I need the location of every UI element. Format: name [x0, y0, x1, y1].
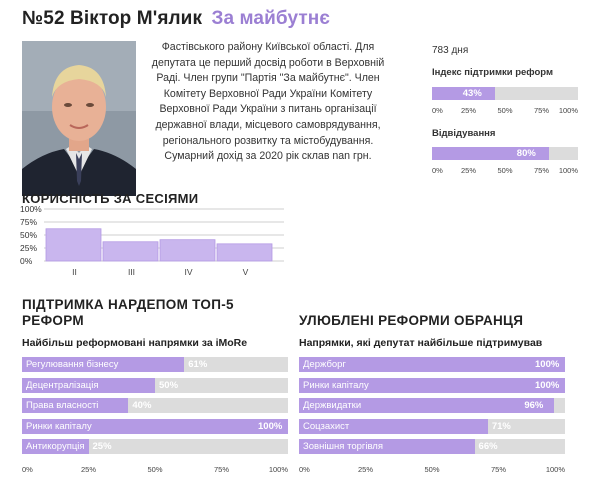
reform-bar-row: Держборг 100%	[299, 357, 565, 372]
reform-bar-fill	[22, 439, 89, 454]
party-name[interactable]: За майбутнє	[211, 8, 330, 29]
reform-name: Зовнішня торгівля	[303, 441, 383, 452]
tick-label: 0%	[432, 106, 443, 115]
support-index-ticks: 0% 25% 50% 75% 100%	[432, 106, 580, 116]
reform-name: Ринки капіталу	[303, 379, 369, 391]
reform-bar-row: Ринки капіталу 100%	[22, 418, 288, 434]
reform-bar-row: Зовнішня торгівля 66%	[299, 439, 565, 454]
support-index-value: 43%	[462, 88, 482, 99]
reform-percent: 96%	[524, 400, 544, 411]
reform-percent: 100%	[535, 379, 560, 391]
session-bar	[159, 239, 216, 262]
attendance-fill	[432, 147, 549, 160]
deputy-number: №52	[22, 8, 65, 29]
reform-bar-row: Права власності 40%	[22, 398, 288, 413]
session-bar	[102, 241, 159, 262]
support-index-bar: 43%	[432, 87, 578, 100]
attendance-value: 80%	[516, 148, 536, 159]
y-tick-label: 50%	[20, 230, 37, 240]
top5-title: ПІДТРИМКА НАРДЕПОМ ТОП-5 РЕФОРМ	[22, 297, 234, 328]
favorites-title: УЛЮБЛЕНІ РЕФОРМИ ОБРАНЦЯ	[299, 313, 524, 328]
y-tick-label: 75%	[20, 217, 37, 227]
reform-bar-row: Децентралізація 50%	[22, 377, 288, 393]
tick-label: 0%	[432, 166, 443, 175]
reform-name: Антикорупція	[26, 441, 85, 452]
reform-bar-fill	[22, 398, 129, 413]
y-tick-label: 25%	[20, 243, 37, 253]
reform-bar-row: Антикорупція 25%	[22, 439, 288, 454]
favorites-ticks: 0% 25% 50% 75% 100%	[299, 465, 565, 475]
tick-label: 50%	[497, 166, 513, 175]
tick-label: 75%	[533, 166, 550, 175]
reform-bar-fill	[22, 377, 155, 393]
reform-name: Держвидатки	[303, 400, 362, 411]
reform-bar-fill	[299, 357, 565, 372]
session-bar	[216, 243, 273, 262]
tick-label: 50%	[147, 464, 163, 474]
page-title: №52 Віктор М'ялик За майбутнє	[22, 8, 330, 30]
reform-percent: 50%	[159, 379, 179, 391]
top5-subtitle: Найбільш реформовані напрямки за iMoRe	[22, 337, 248, 349]
tick-label: 75%	[490, 464, 507, 474]
tick-label: 100%	[558, 106, 578, 115]
reform-name: Децентралізація	[26, 379, 99, 391]
reform-name: Ринки капіталу	[26, 420, 92, 432]
reform-name: Права власності	[26, 400, 99, 411]
deputy-photo	[22, 41, 136, 196]
reform-percent: 71%	[491, 420, 511, 432]
reform-name: Регулювання бізнесу	[26, 359, 119, 370]
tick-label: 100%	[558, 166, 578, 175]
reform-percent: 61%	[188, 359, 208, 370]
tick-label: 0%	[299, 464, 310, 474]
tick-label: 25%	[460, 166, 477, 175]
tick-label: 50%	[497, 106, 513, 115]
reform-bar-fill	[22, 357, 185, 372]
reform-bar-fill	[299, 439, 475, 454]
reform-percent: 40%	[132, 400, 152, 411]
x-tick-label: IV	[184, 267, 192, 277]
support-index-label: Індекс підтримки реформ	[432, 67, 553, 78]
support-index-fill	[432, 87, 495, 100]
sessions-chart: 100%75%50%25%0%II III IV V	[20, 204, 284, 277]
reform-bar-fill	[299, 398, 555, 413]
y-tick-label: 100%	[20, 204, 42, 214]
y-tick-label: 0%	[20, 256, 33, 266]
reform-name: Держборг	[303, 359, 346, 370]
reform-bar-fill	[299, 377, 565, 393]
attendance-bar: 80%	[432, 147, 578, 160]
tick-label: 75%	[213, 464, 230, 474]
bio-text: Фастівського району Київської області. Д…	[151, 41, 385, 163]
tick-label: 25%	[80, 464, 97, 474]
deputy-name: Віктор М'ялик	[70, 8, 203, 29]
reform-percent: 100%	[535, 359, 560, 370]
tick-label: 100%	[268, 464, 288, 474]
reform-bar-row: Соцзахист 71%	[299, 418, 565, 434]
x-tick-label: V	[243, 267, 249, 277]
top5-ticks: 0% 25% 50% 75% 100%	[22, 465, 288, 475]
reform-bar-row: Регулювання бізнесу 61%	[22, 357, 288, 372]
tick-label: 25%	[357, 464, 374, 474]
reform-bar-fill	[22, 418, 288, 434]
attendance-ticks: 0% 25% 50% 75% 100%	[432, 166, 580, 176]
reform-bar-row: Ринки капіталу 100%	[299, 377, 565, 393]
tick-label: 25%	[460, 106, 477, 115]
reform-name: Соцзахист	[303, 420, 350, 432]
reform-percent: 25%	[92, 441, 112, 452]
reform-percent: 66%	[478, 441, 498, 452]
reform-percent: 100%	[258, 420, 283, 432]
session-bar	[45, 228, 102, 262]
tick-label: 0%	[22, 464, 33, 474]
tick-label: 75%	[533, 106, 550, 115]
attendance-label: Відвідування	[432, 128, 496, 139]
x-tick-label: II	[72, 267, 77, 277]
tick-label: 50%	[424, 464, 440, 474]
tick-label: 100%	[545, 464, 565, 474]
reform-bar-fill	[299, 418, 488, 434]
sessions-title: КОРИСНІСТЬ ЗА СЕСІЯМИ	[22, 191, 199, 206]
x-tick-label: III	[128, 267, 135, 277]
favorites-subtitle: Напрямки, які депутат найбільше підтриму…	[299, 337, 543, 349]
days-in-office: 783 дня	[432, 45, 469, 56]
reform-bar-row: Держвидатки 96%	[299, 398, 565, 413]
